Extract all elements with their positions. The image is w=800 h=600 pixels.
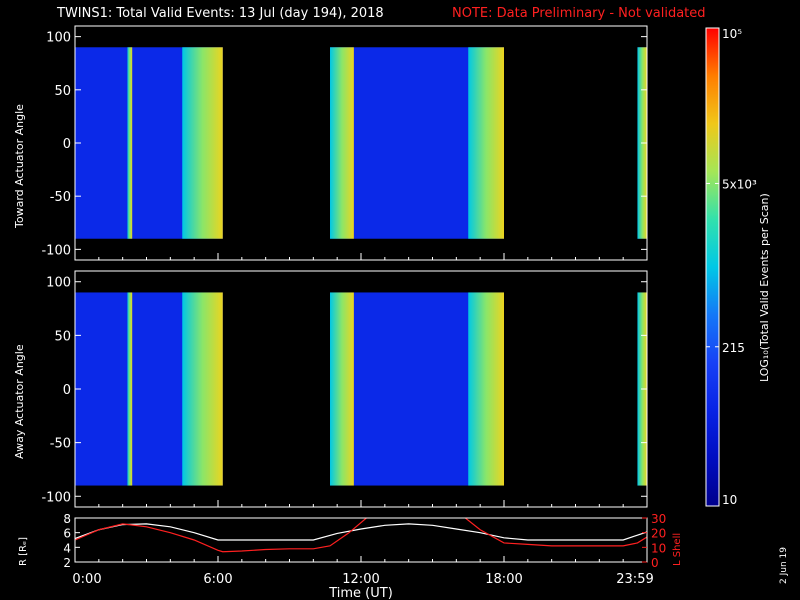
panel3-ytick-left-label-3: 2 — [63, 556, 71, 570]
panel3-ytick-right-label-3: 0 — [651, 556, 659, 570]
panel1-ytick-label-0: 100 — [46, 31, 71, 46]
ephemeris-line-2 — [75, 518, 647, 553]
xtick-label-0: 0:00 — [72, 572, 101, 587]
chart-title: TWINS1: Total Valid Events: 13 Jul (day … — [57, 6, 384, 21]
panel3-ylabel-left: R [Rₑ] — [18, 536, 29, 566]
panel3-ytick-left-label-1: 6 — [63, 527, 71, 541]
panel2-ytick-label-0: 100 — [46, 276, 71, 291]
panel2-ytick-label-2: 0 — [63, 383, 71, 398]
heatmap-band-1-1 — [127, 47, 133, 239]
ephemeris-line-1 — [75, 523, 647, 541]
panel2-ytick-label-3: -50 — [50, 437, 71, 452]
xtick-label-1: 6:00 — [203, 572, 232, 587]
panel2-ytick-label-4: -100 — [41, 490, 71, 505]
panel3-ytick-right-label-0: 30 — [651, 512, 666, 526]
panel3-ytick-left-label-0: 8 — [63, 512, 71, 526]
colorbar-label: LOG₁₀(Total Valid Events per Scan) — [758, 193, 771, 382]
colorbar — [705, 27, 720, 507]
panel3-ylabel-right: L Shell — [672, 532, 683, 566]
panel1-ytick-label-1: 50 — [54, 84, 71, 99]
xtick-label-3: 18:00 — [485, 572, 522, 587]
heatmap-band-1-3 — [330, 47, 354, 239]
colorbar-tick-label-2: 215 — [722, 341, 745, 355]
heatmap-band-2-3 — [330, 292, 354, 486]
heatmap-band-1-2 — [182, 47, 223, 239]
panel1-ytick-label-2: 0 — [63, 137, 71, 152]
date-stamp: 2 Jun 19 — [779, 547, 789, 584]
panel2-ylabel: Away Actuator Angle — [13, 344, 26, 459]
colorbar-tick-label-0: 10⁵ — [722, 27, 742, 41]
panel3-ytick-right-label-2: 10 — [651, 541, 666, 555]
colorbar-tick-label-1: 5x10³ — [722, 177, 757, 191]
panel1-ytick-label-3: -50 — [50, 190, 71, 205]
panel1-ytick-label-4: -100 — [41, 243, 71, 258]
preliminary-note: NOTE: Data Preliminary - Not validated — [452, 6, 706, 21]
x-axis-label: Time (UT) — [328, 586, 393, 600]
xtick-label-2: 12:00 — [342, 572, 379, 587]
xtick-label-4: 23:59 — [616, 572, 653, 587]
panel3-ytick-right-label-1: 20 — [651, 527, 666, 541]
heatmap-band-2-2 — [182, 292, 223, 486]
heatmap-band-1-4 — [468, 47, 504, 239]
panel2-ytick-label-1: 50 — [54, 329, 71, 344]
heatmap-band-2-4 — [468, 292, 504, 486]
heatmap-band-2-1 — [127, 292, 133, 486]
panel3-ytick-left-label-2: 4 — [63, 541, 71, 555]
panel1-ylabel: Toward Actuator Angle — [13, 104, 26, 228]
colorbar-tick-label-3: 10 — [722, 493, 737, 507]
